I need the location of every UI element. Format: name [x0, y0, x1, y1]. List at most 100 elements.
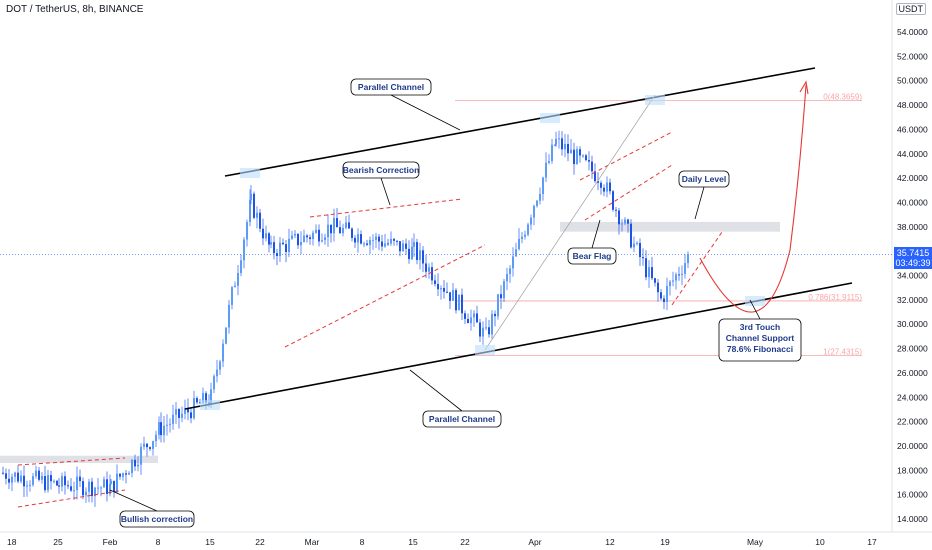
callout-box[interactable]: [119, 510, 195, 528]
bullish-correction-upper[interactable]: [17, 457, 126, 466]
candle-body: [91, 481, 93, 497]
candle-body: [405, 243, 407, 249]
candle-body: [196, 398, 198, 403]
callout-text: Bearish Correction: [343, 165, 420, 175]
candle-body: [684, 263, 686, 274]
callout-pointer: [409, 369, 463, 412]
candle-body: [509, 268, 511, 274]
candle-body: [615, 209, 617, 211]
callout-box[interactable]: [422, 410, 502, 428]
callout-box[interactable]: [342, 161, 420, 179]
callout-box[interactable]: [718, 318, 802, 362]
callout-pointer: [694, 186, 705, 220]
candle-body: [422, 250, 424, 264]
candle-body: [636, 242, 638, 244]
candle-body: [253, 193, 255, 218]
candle-body: [149, 447, 151, 449]
bearish-correction-upper[interactable]: [309, 198, 463, 218]
candle-body: [158, 422, 160, 435]
candle-body: [579, 149, 581, 156]
bear-flag-upper[interactable]: [579, 131, 673, 181]
y-tick-label: 38.0000: [897, 222, 928, 232]
candle-body: [351, 228, 353, 238]
candle-body: [597, 181, 599, 183]
callout-text: 78.6% Fibonacci: [727, 344, 793, 354]
candle-body: [110, 480, 112, 485]
candle-body: [228, 304, 230, 328]
candle-body: [681, 273, 683, 275]
candle-body: [240, 260, 242, 274]
candle-body: [642, 257, 644, 259]
callout-box[interactable]: [678, 170, 730, 188]
x-tick-label: 25: [53, 537, 63, 547]
candle-body: [539, 193, 541, 201]
candle-body: [134, 459, 136, 467]
recent-rise-line[interactable]: [671, 231, 723, 306]
callout-pointer: [380, 177, 391, 206]
bear-flag-lower[interactable]: [584, 164, 673, 221]
x-tick-label: 8: [360, 537, 365, 547]
candle-body: [17, 472, 19, 482]
candle-body: [393, 238, 395, 241]
y-tick-label: 22.0000: [897, 417, 928, 427]
channel-lower-line[interactable]: [184, 282, 853, 410]
candle-body: [387, 243, 389, 245]
candle-body: [672, 280, 674, 282]
candle-body: [434, 280, 436, 284]
candle-body: [678, 274, 680, 276]
candle-body: [582, 155, 584, 157]
x-tick-label: 15: [205, 537, 215, 547]
bullish-correction-lower[interactable]: [17, 489, 126, 508]
candle-body: [339, 227, 341, 234]
y-tick-label: 30.0000: [897, 319, 928, 329]
callout-box[interactable]: [567, 247, 617, 265]
candle-body: [396, 240, 398, 242]
candle-body: [606, 182, 608, 192]
candle-body: [627, 219, 629, 224]
callout-text: Channel Support: [726, 333, 795, 343]
projection-curve: [699, 84, 807, 313]
candle-body: [416, 242, 418, 260]
candle-body: [333, 218, 335, 234]
candle-body: [521, 236, 523, 239]
touch-highlight: [240, 168, 260, 178]
candle-body: [564, 143, 566, 150]
x-tick-label: 22: [460, 537, 470, 547]
candle-body: [67, 485, 69, 487]
candle-body: [169, 423, 171, 425]
candle-body: [369, 239, 371, 245]
callout-box[interactable]: [350, 78, 432, 96]
x-tick-label: May: [747, 537, 764, 547]
candle-body: [446, 291, 448, 293]
candle-body: [437, 283, 439, 290]
candle-body: [181, 413, 183, 418]
candle-body: [512, 256, 514, 269]
candle-body: [372, 239, 374, 241]
candle-body: [56, 480, 58, 486]
projection-arrowhead: [799, 80, 809, 95]
y-tick-label: 32.0000: [897, 295, 928, 305]
candle-body: [458, 294, 460, 311]
y-tick-label: 48.0000: [897, 100, 928, 110]
candle-body: [53, 480, 55, 482]
candle-body: [234, 285, 236, 288]
candle-body: [491, 313, 493, 335]
bearish-correction-lower[interactable]: [284, 244, 486, 348]
currency-badge[interactable]: USDT: [895, 3, 926, 15]
candle-body: [381, 241, 383, 247]
candle-body: [210, 389, 212, 404]
candle-body: [461, 294, 463, 314]
candle-body: [536, 200, 538, 206]
candle-body: [515, 249, 517, 257]
candle-body: [225, 327, 227, 344]
bar-countdown: 03:49:39: [895, 258, 931, 268]
callout-text: 3rd Touch: [740, 322, 780, 332]
y-tick-label: 26.0000: [897, 368, 928, 378]
channel-upper-line[interactable]: [224, 67, 816, 177]
candle-body: [5, 473, 7, 479]
touch-highlight: [745, 296, 765, 306]
candle-body: [213, 376, 215, 390]
candle-body: [23, 475, 25, 487]
candle-body: [122, 473, 124, 477]
